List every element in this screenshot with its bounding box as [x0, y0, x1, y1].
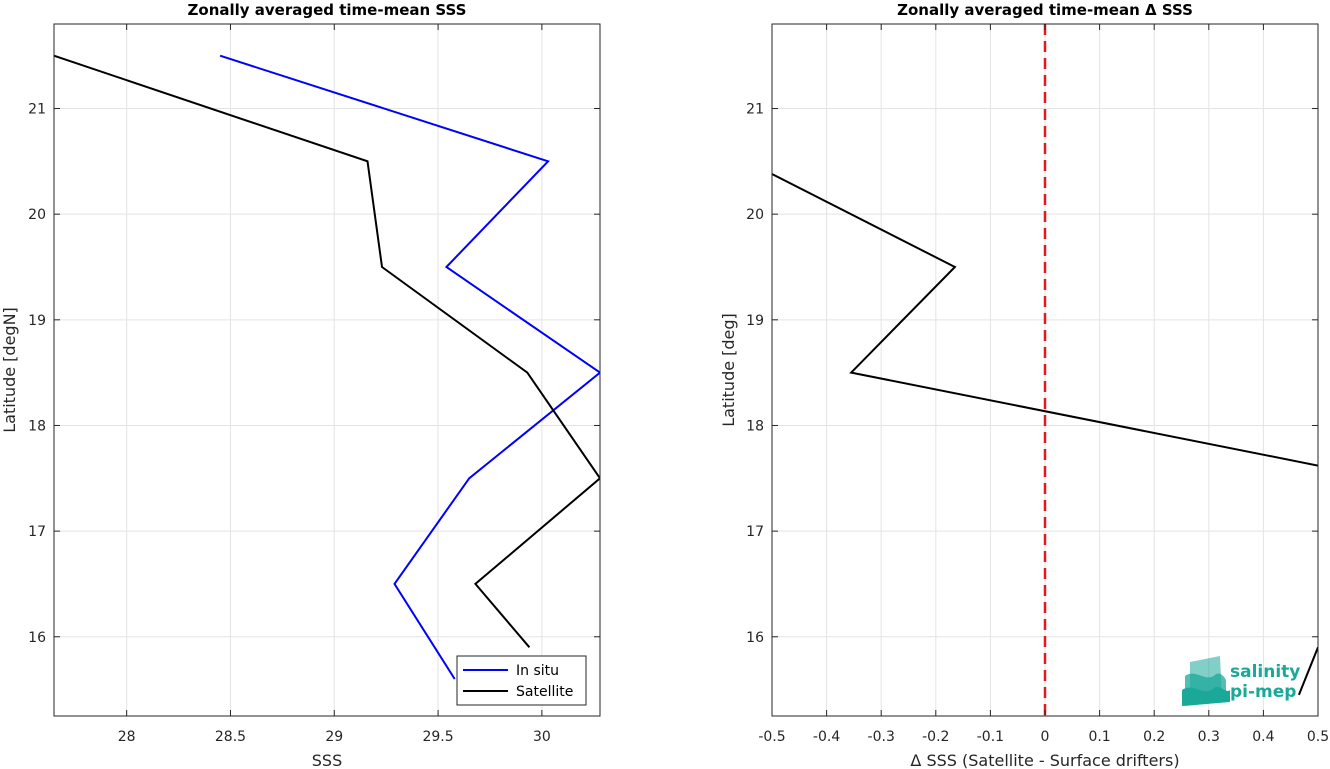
left-xtick-label: 29.5 — [422, 729, 453, 745]
right-ytick-label: 17 — [746, 524, 764, 540]
legend-label-in-situ: In situ — [516, 663, 559, 679]
right-xtick-label: -0.3 — [868, 729, 895, 745]
left-ytick-label: 17 — [28, 524, 46, 540]
right-panel: -0.5 -0.4 -0.3 -0.2 -0.1 0 0.1 0.2 0.3 0.4 0.5 16 17… — [719, 1, 1329, 769]
left-panel: 28 28.5 29 29.5 30 16 17 18 19 20 21 Zonally avera… — [0, 1, 601, 769]
logo-text-line1: salinity — [1230, 662, 1300, 682]
legend-box — [456, 655, 587, 706]
right-xtick-label: -0.5 — [758, 729, 785, 745]
left-xtick-label: 28.5 — [215, 729, 246, 745]
left-xtick-label: 29 — [325, 729, 343, 745]
left-lines — [54, 54, 600, 680]
legend: In situ Satellite — [456, 655, 587, 706]
right-xtick-label: 0.5 — [1307, 729, 1329, 745]
left-axes-frame — [53, 23, 601, 717]
left-ylabel: Latitude [degN] — [0, 307, 19, 433]
right-ytick-label: 19 — [746, 313, 764, 329]
right-series-segment-2 — [1297, 646, 1318, 696]
right-ticks: -0.5 -0.4 -0.3 -0.2 -0.1 0 0.1 0.2 0.3 0.4 0.5 16 17… — [746, 24, 1329, 745]
logo-text-line2: pi-mep — [1230, 682, 1296, 702]
logo-wave-icon — [1182, 656, 1230, 706]
right-ytick-label: 18 — [746, 418, 764, 434]
right-xtick-label: 0 — [1041, 729, 1050, 745]
salinity-pi-mep-logo: salinity pi-mep — [1182, 656, 1300, 706]
legend-label-satellite: Satellite — [516, 684, 573, 700]
left-series-in-situ — [219, 54, 600, 680]
right-title: Zonally averaged time-mean Δ SSS — [897, 1, 1193, 19]
left-ytick-label: 16 — [28, 630, 46, 646]
right-xtick-label: -0.2 — [922, 729, 949, 745]
left-series-satellite — [54, 54, 600, 648]
right-xtick-label: -0.4 — [813, 729, 840, 745]
left-xtick-label: 30 — [533, 729, 551, 745]
left-ytick-label: 19 — [28, 313, 46, 329]
right-xlabel: Δ SSS (Satellite - Surface drifters) — [910, 751, 1179, 769]
right-lines — [772, 24, 1318, 716]
right-ylabel: Latitude [deg] — [719, 313, 738, 427]
left-ytick-label: 20 — [28, 207, 46, 223]
right-ytick-label: 21 — [746, 102, 764, 118]
left-ytick-label: 21 — [28, 102, 46, 118]
right-ytick-label: 16 — [746, 630, 764, 646]
left-ticks: 28 28.5 29 29.5 30 16 17 18 19 20 21 — [28, 24, 600, 745]
right-xtick-label: 0.2 — [1143, 729, 1165, 745]
right-ytick-label: 20 — [746, 207, 764, 223]
left-ytick-label: 18 — [28, 418, 46, 434]
right-series-segment-1 — [772, 173, 1318, 467]
left-grid — [54, 24, 600, 716]
right-xtick-label: -0.1 — [977, 729, 1004, 745]
right-xtick-label: 0.3 — [1198, 729, 1220, 745]
right-xtick-label: 0.4 — [1252, 729, 1274, 745]
left-xtick-label: 28 — [118, 729, 136, 745]
left-title: Zonally averaged time-mean SSS — [188, 1, 467, 19]
left-xlabel: SSS — [312, 751, 342, 769]
right-xtick-label: 0.1 — [1088, 729, 1110, 745]
